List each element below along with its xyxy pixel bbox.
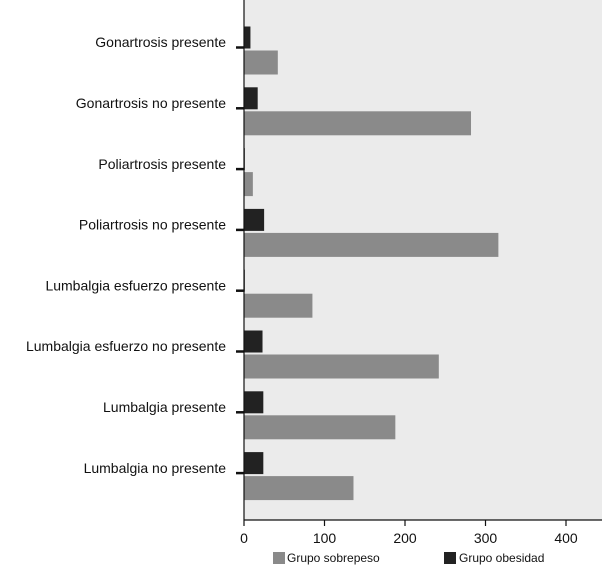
x-tick-label-3: 300 [474,530,498,546]
x-axis-ticks: 0 100 200 300 400 [240,520,578,546]
bar-sobrepeso-4 [244,293,313,318]
category-label-3: Poliartrosis no presente [79,217,226,233]
x-tick-label-0: 0 [240,530,248,546]
x-tick-label-2: 200 [393,530,417,546]
legend-swatch-1 [444,552,456,564]
bar-obesidad-1 [244,87,258,110]
bars-group [244,26,499,501]
category-label-0: Gonartrosis presente [95,34,226,50]
bar-obesidad-0 [244,26,251,49]
category-labels: Gonartrosis presente Gonartrosis no prese… [26,34,226,476]
bar-obesidad-3 [244,208,265,231]
plot-area [244,0,602,520]
bar-obesidad-7 [244,452,264,475]
bar-obesidad-5 [244,330,263,353]
bar-sobrepeso-7 [244,476,354,501]
legend-label-0: Grupo sobrepeso [287,551,380,565]
category-label-4: Lumbalgia esfuerzo presente [45,277,226,293]
bar-sobrepeso-5 [244,354,439,379]
bar-sobrepeso-6 [244,415,396,440]
y-axis-ticks [236,46,244,475]
bar-sobrepeso-3 [244,232,499,257]
legend: Grupo sobrepeso Grupo obesidad [273,551,544,565]
bar-sobrepeso-2 [244,172,253,197]
legend-swatch-0 [273,552,285,564]
legend-label-1: Grupo obesidad [459,551,544,565]
x-tick-label-1: 100 [313,530,337,546]
bar-sobrepeso-1 [244,111,472,136]
category-label-2: Poliartrosis presente [98,156,226,172]
x-tick-label-4: 400 [554,530,578,546]
category-label-7: Lumbalgia no presente [84,460,227,476]
category-label-1: Gonartrosis no presente [76,95,226,111]
category-label-6: Lumbalgia presente [103,399,226,415]
bar-obesidad-6 [244,391,264,414]
category-label-5: Lumbalgia esfuerzo no presente [26,338,226,354]
bar-sobrepeso-0 [244,50,278,75]
